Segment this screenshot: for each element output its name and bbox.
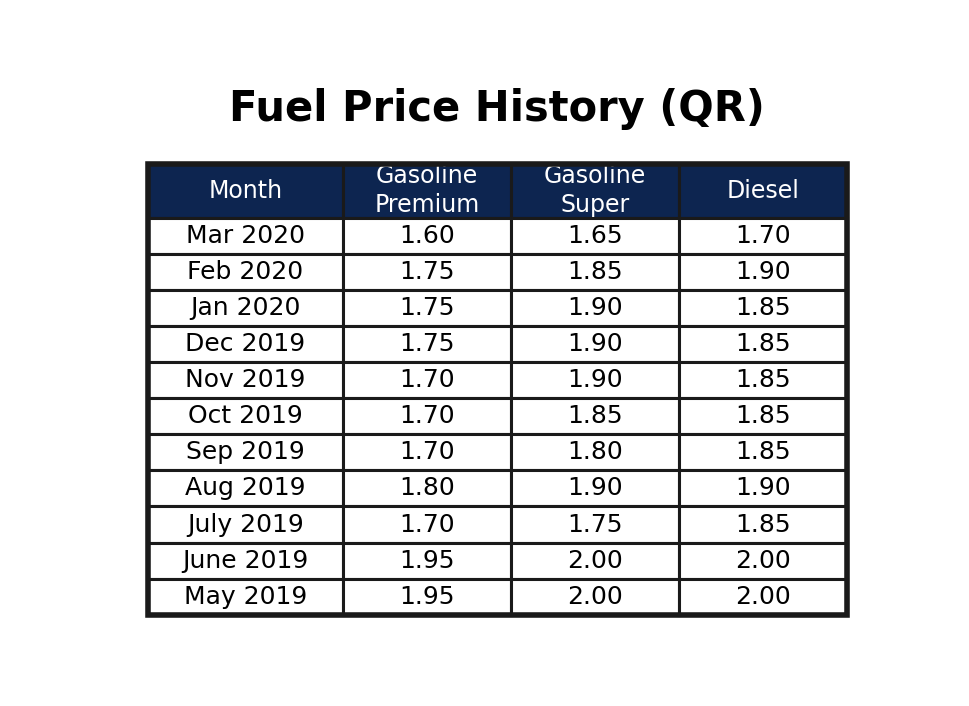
Text: 1.75: 1.75 [567, 513, 622, 537]
Bar [678, 542, 846, 579]
Bar [678, 217, 846, 253]
Text: 1.85: 1.85 [567, 405, 622, 429]
Text: 1.60: 1.60 [399, 224, 454, 248]
Text: 1.80: 1.80 [567, 441, 622, 465]
Text: Nov 2019: Nov 2019 [185, 368, 305, 392]
Bar [511, 290, 678, 326]
Bar [511, 217, 678, 253]
Bar [343, 253, 511, 290]
Bar [343, 470, 511, 506]
Text: 2.00: 2.00 [567, 549, 622, 573]
Bar [147, 217, 343, 253]
Bar [147, 164, 343, 217]
Bar [343, 434, 511, 470]
Bar [678, 470, 846, 506]
Bar [147, 253, 343, 290]
Text: 1.90: 1.90 [567, 477, 622, 501]
Text: May 2019: May 2019 [183, 585, 307, 609]
Text: 1.85: 1.85 [735, 332, 790, 356]
Text: 1.85: 1.85 [567, 260, 622, 284]
Text: 1.95: 1.95 [399, 549, 454, 573]
Bar [343, 217, 511, 253]
Text: 1.95: 1.95 [399, 585, 454, 609]
Text: June 2019: June 2019 [182, 549, 308, 573]
Bar [678, 434, 846, 470]
Text: 1.70: 1.70 [399, 441, 454, 465]
Bar [511, 326, 678, 362]
Text: Jan 2020: Jan 2020 [190, 296, 300, 320]
Text: 1.85: 1.85 [735, 441, 790, 465]
Text: 1.70: 1.70 [399, 368, 454, 392]
Text: 1.90: 1.90 [735, 260, 790, 284]
Text: 1.85: 1.85 [735, 296, 790, 320]
Text: 1.85: 1.85 [735, 513, 790, 537]
Bar [511, 362, 678, 398]
Text: 1.90: 1.90 [567, 296, 622, 320]
Bar [343, 290, 511, 326]
Bar [343, 506, 511, 542]
Text: 2.00: 2.00 [735, 549, 790, 573]
Text: 2.00: 2.00 [735, 585, 790, 609]
Text: Fuel Price History (QR): Fuel Price History (QR) [229, 88, 765, 130]
Text: 1.85: 1.85 [735, 368, 790, 392]
Bar [343, 398, 511, 434]
Text: Gasoline
Super: Gasoline Super [544, 164, 645, 217]
Text: 1.90: 1.90 [567, 332, 622, 356]
Text: Diesel: Diesel [726, 179, 798, 203]
Bar [147, 362, 343, 398]
Bar [678, 164, 846, 217]
Text: 1.70: 1.70 [735, 224, 790, 248]
Text: 1.75: 1.75 [399, 260, 454, 284]
Bar [147, 542, 343, 579]
Text: Dec 2019: Dec 2019 [185, 332, 305, 356]
Text: Aug 2019: Aug 2019 [185, 477, 305, 501]
Bar [147, 326, 343, 362]
Text: 1.85: 1.85 [735, 405, 790, 429]
Bar [511, 253, 678, 290]
Text: 1.75: 1.75 [399, 296, 454, 320]
Text: Oct 2019: Oct 2019 [188, 405, 302, 429]
Bar [147, 579, 343, 615]
Bar [511, 398, 678, 434]
Bar [678, 253, 846, 290]
Bar [678, 579, 846, 615]
Bar [147, 470, 343, 506]
Bar [511, 579, 678, 615]
Text: 2.00: 2.00 [567, 585, 622, 609]
Bar [147, 434, 343, 470]
Bar [147, 164, 846, 615]
Text: Feb 2020: Feb 2020 [187, 260, 303, 284]
Bar [343, 542, 511, 579]
Text: July 2019: July 2019 [187, 513, 303, 537]
Text: 1.65: 1.65 [567, 224, 622, 248]
Bar [678, 326, 846, 362]
Text: 1.90: 1.90 [567, 368, 622, 392]
Text: 1.70: 1.70 [399, 513, 454, 537]
Bar [147, 290, 343, 326]
Bar [678, 398, 846, 434]
Text: 1.90: 1.90 [735, 477, 790, 501]
Text: 1.80: 1.80 [399, 477, 454, 501]
Bar [678, 506, 846, 542]
Bar [343, 579, 511, 615]
Text: Month: Month [208, 179, 282, 203]
Bar [343, 362, 511, 398]
Bar [678, 290, 846, 326]
Text: 1.70: 1.70 [399, 405, 454, 429]
Text: Gasoline
Premium: Gasoline Premium [374, 164, 480, 217]
Bar [511, 506, 678, 542]
Bar [511, 542, 678, 579]
Text: Mar 2020: Mar 2020 [186, 224, 304, 248]
Bar [511, 470, 678, 506]
Bar [678, 362, 846, 398]
Bar [147, 398, 343, 434]
Bar [343, 326, 511, 362]
Bar [147, 506, 343, 542]
Bar [511, 164, 678, 217]
Text: Sep 2019: Sep 2019 [186, 441, 304, 465]
Bar [511, 434, 678, 470]
Bar [343, 164, 511, 217]
Text: 1.75: 1.75 [399, 332, 454, 356]
